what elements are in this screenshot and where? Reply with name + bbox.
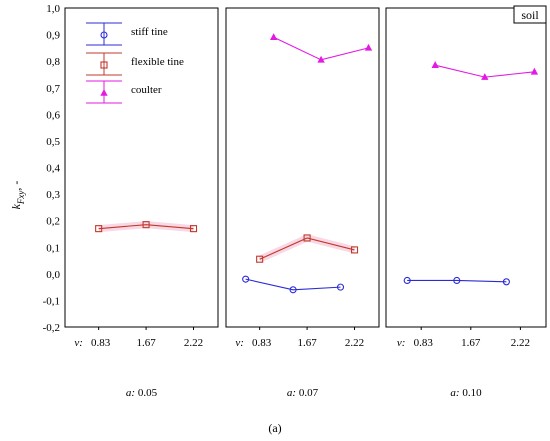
x-tick-label: 2.22 xyxy=(345,337,364,349)
series-coulter xyxy=(269,33,373,63)
chart-panel: v: 0.83 1.67 2.22 a: 0.10 xyxy=(385,7,547,399)
condition-label: soil xyxy=(521,8,539,22)
series-line xyxy=(259,237,355,260)
panel-frame xyxy=(64,7,219,328)
series-line xyxy=(245,278,341,291)
data-point xyxy=(453,276,461,285)
series-line xyxy=(407,279,507,283)
y-tick-label: 0,9 xyxy=(46,30,60,42)
data-point xyxy=(317,55,325,63)
data-point xyxy=(403,276,411,285)
x-tick-label: 1.67 xyxy=(136,337,156,349)
data-point xyxy=(289,286,297,294)
data-point xyxy=(242,275,250,283)
series-stiff-tine xyxy=(242,275,345,294)
legend-label: coulter xyxy=(131,84,162,96)
chart-panel: v: 0.83 1.67 2.22 a: 0.05 xyxy=(64,7,219,399)
data-point xyxy=(336,283,345,291)
panel-frame xyxy=(225,7,380,328)
panel-label: a: 0.07 xyxy=(287,387,319,399)
series-coulter xyxy=(431,61,539,80)
panels: v: 0.83 1.67 2.22 a: 0.05 v: 0.83 1.67 2.22 a: 0.… xyxy=(64,7,547,399)
data-point xyxy=(502,278,510,286)
svg-text:kFxy, -: kFxy, - xyxy=(9,181,26,210)
data-point xyxy=(95,225,103,233)
legend: stiff tine flexible tine coulter xyxy=(86,22,184,104)
figure-caption: (a) xyxy=(268,421,281,435)
y-tick-label: -0,1 xyxy=(43,295,60,307)
y-tick-label: 0,4 xyxy=(46,163,60,175)
y-tick-label: 0,7 xyxy=(46,83,60,95)
y-axis-label-sub: Fxy xyxy=(16,191,26,206)
data-point xyxy=(269,33,278,41)
y-tick-label: 0,3 xyxy=(46,189,60,201)
legend-item: coulter xyxy=(86,80,162,104)
data-point xyxy=(303,234,311,242)
y-tick-label: 1,0 xyxy=(46,3,60,15)
y-tick-label: -0,2 xyxy=(43,322,60,334)
series-stiff-tine xyxy=(403,276,510,286)
x-tick-label: 2.22 xyxy=(184,337,203,349)
data-point xyxy=(189,225,198,233)
panel-label: a: 0.10 xyxy=(450,387,482,399)
x-prefix-label: v: xyxy=(397,337,406,349)
y-axis-label: kFxy, - xyxy=(9,181,26,210)
data-point xyxy=(350,246,359,254)
x-tick-label: 2.22 xyxy=(511,337,530,349)
y-tick-labels: 1,0 0,9 0,8 0,7 0,6 0,5 0,4 0,3 0,2 0,1 0,0 -0,1 -0,… xyxy=(43,3,61,334)
data-point xyxy=(530,67,539,75)
y-tick-label: 0,0 xyxy=(46,269,60,281)
legend-label: stiff tine xyxy=(131,26,168,38)
data-point xyxy=(100,88,108,96)
data-point xyxy=(481,73,489,80)
panel-label: a: 0.05 xyxy=(126,387,158,399)
condition-box: soil xyxy=(513,5,547,24)
data-point xyxy=(364,43,373,51)
x-prefix-label: v: xyxy=(235,337,244,349)
y-axis-label-main: k xyxy=(9,203,23,209)
y-tick-label: 0,8 xyxy=(46,56,60,68)
x-tick-label: 1.67 xyxy=(461,337,481,349)
series-flexible-tine xyxy=(95,221,198,233)
y-tick-label: 0,2 xyxy=(46,216,60,228)
data-point xyxy=(100,31,108,39)
panel-frame xyxy=(385,7,547,328)
x-prefix-label: v: xyxy=(74,337,83,349)
y-axis-label-suffix: , - xyxy=(9,181,23,191)
series-line xyxy=(98,224,194,230)
legend-item: stiff tine xyxy=(86,22,168,46)
data-point xyxy=(142,221,150,229)
x-tick-label: 1.67 xyxy=(297,337,317,349)
data-point xyxy=(256,255,264,263)
series-flexible-tine xyxy=(256,234,359,263)
data-point xyxy=(431,61,439,68)
legend-label: flexible tine xyxy=(131,56,184,68)
x-tick-label: 0.83 xyxy=(91,337,111,349)
chart-panel: v: 0.83 1.67 2.22 a: 0.07 xyxy=(225,7,380,399)
y-tick-label: 0,5 xyxy=(46,136,60,148)
x-tick-label: 0.83 xyxy=(252,337,272,349)
x-tick-label: 0.83 xyxy=(414,337,434,349)
y-tick-label: 0,1 xyxy=(46,242,60,254)
legend-item: flexible tine xyxy=(86,52,184,76)
data-point xyxy=(100,61,108,69)
y-tick-label: 0,6 xyxy=(46,109,60,121)
